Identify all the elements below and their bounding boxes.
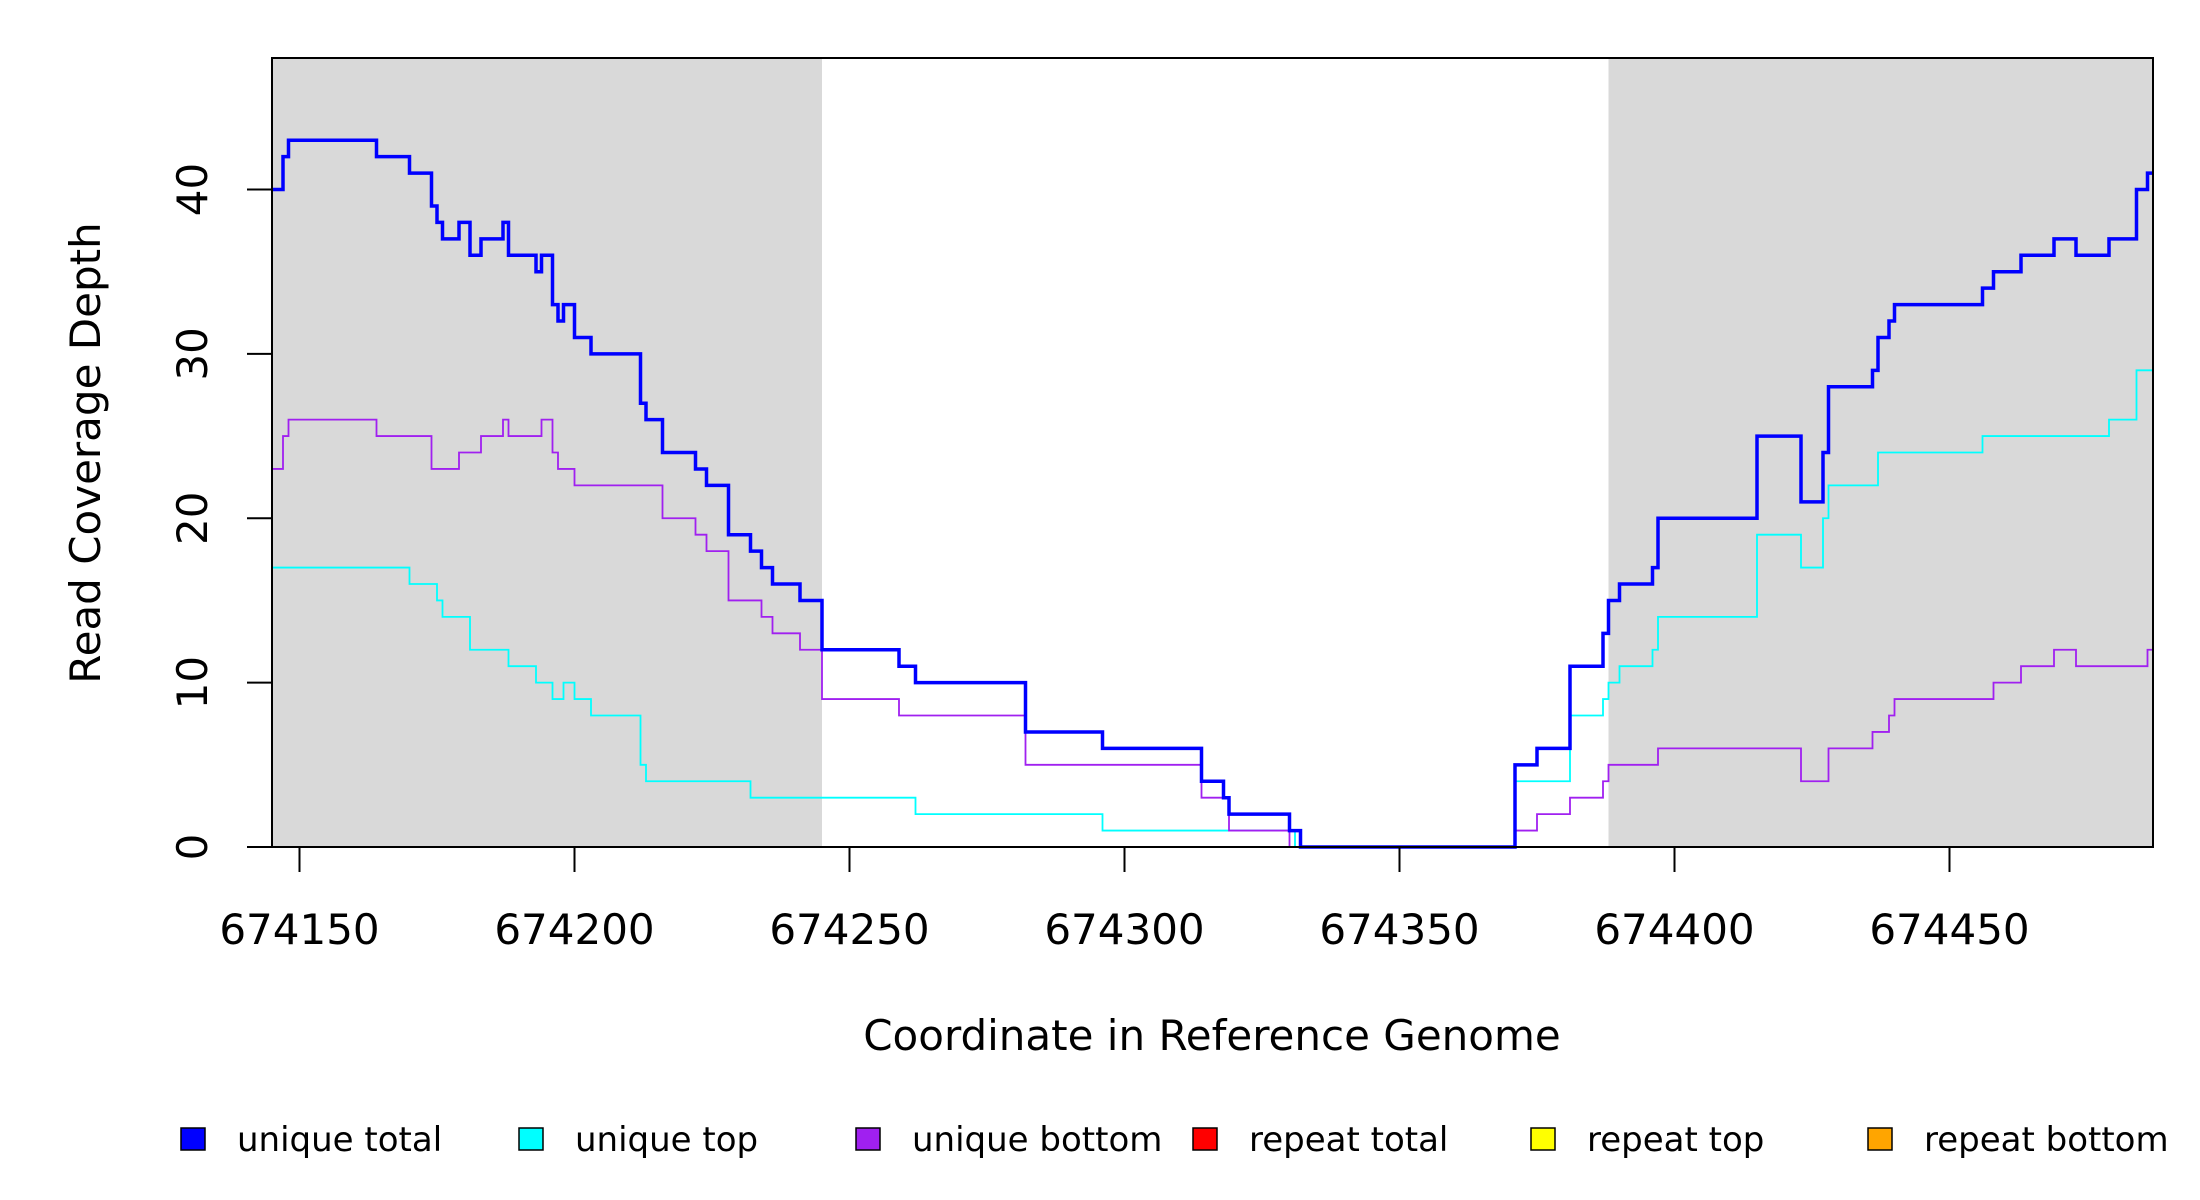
legend-item-repeat-top: repeat top [1530, 1120, 1764, 1160]
plot-frame [271, 57, 2154, 848]
legend-swatch [1867, 1127, 1893, 1151]
x-tick-label: 674300 [1044, 905, 1204, 954]
x-tick-label: 674250 [769, 905, 929, 954]
legend-label: unique top [575, 1120, 758, 1160]
x-tick-label: 674450 [1869, 905, 2029, 954]
legend-item-repeat-bottom: repeat bottom [1867, 1120, 2169, 1160]
y-tick-label: 0 [168, 834, 217, 861]
legend-swatch [518, 1127, 544, 1151]
legend: unique total unique top unique bottom repea… [180, 1120, 2169, 1160]
legend-item-unique-bottom: unique bottom [855, 1120, 1162, 1160]
shaded-region [272, 58, 822, 847]
x-tick-label: 674350 [1319, 905, 1479, 954]
legend-label: repeat top [1587, 1120, 1764, 1160]
legend-item-unique-top: unique top [518, 1120, 758, 1160]
y-tick-label: 30 [168, 327, 217, 380]
legend-swatch [855, 1127, 881, 1151]
legend-item-unique-total: unique total [180, 1120, 442, 1160]
y-axis-title: Read Coverage Depth [61, 222, 110, 683]
y-axis: 0 10 20 30 40 [168, 163, 272, 861]
legend-label: unique bottom [912, 1120, 1162, 1160]
x-tick-label: 674150 [219, 905, 379, 954]
series-line-unique-bottom [272, 418, 2153, 848]
y-tick-label: 40 [168, 163, 217, 216]
y-tick-label: 20 [168, 492, 217, 545]
legend-swatch [1530, 1127, 1556, 1151]
series-line-unique-top [272, 369, 2153, 848]
x-tick-label: 674400 [1594, 905, 1754, 954]
legend-swatch [1192, 1127, 1218, 1151]
legend-label: repeat bottom [1924, 1120, 2169, 1160]
legend-item-repeat-total: repeat total [1192, 1120, 1448, 1160]
series-line-unique-total [272, 138, 2153, 849]
x-axis: 674150 674200 674250 674300 674350 674400 6744… [219, 847, 2030, 954]
legend-label: unique total [237, 1120, 442, 1160]
legend-swatch [180, 1127, 206, 1151]
x-axis-title: Coordinate in Reference Genome [863, 1011, 1561, 1060]
y-tick-label: 10 [168, 656, 217, 709]
x-tick-label: 674200 [494, 905, 654, 954]
legend-label: repeat total [1249, 1120, 1448, 1160]
